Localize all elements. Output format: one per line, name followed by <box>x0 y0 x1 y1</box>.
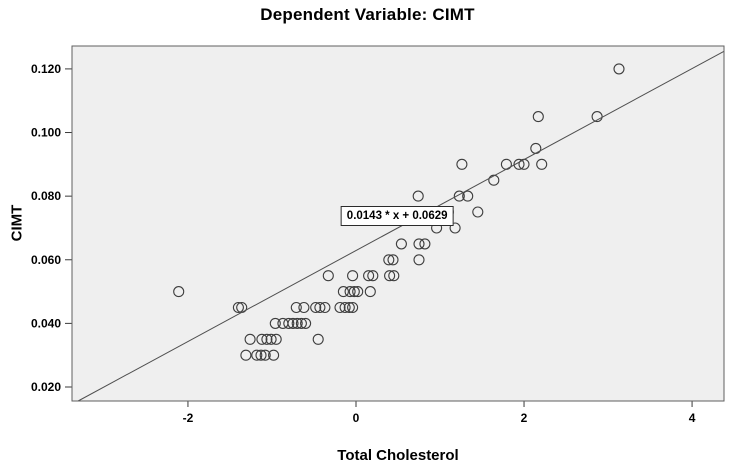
data-point <box>387 254 399 266</box>
data-point <box>339 301 351 314</box>
data-point <box>300 317 312 329</box>
data-point <box>283 317 295 329</box>
x-tick-label: 2 <box>521 411 528 425</box>
data-point <box>310 301 322 314</box>
data-point <box>295 317 307 329</box>
data-point <box>290 301 302 314</box>
data-point <box>462 190 474 202</box>
data-point <box>352 286 364 298</box>
data-point <box>363 270 375 282</box>
data-point <box>364 286 376 298</box>
y-tick-label: 0.020 <box>31 380 61 394</box>
data-point <box>255 349 267 361</box>
data-point <box>268 349 280 361</box>
data-point <box>347 270 359 282</box>
data-point <box>613 63 625 75</box>
data-point <box>536 158 548 170</box>
data-point <box>173 286 185 298</box>
data-point <box>513 158 525 170</box>
data-point <box>312 333 324 345</box>
data-point <box>256 333 268 345</box>
chart-title: Dependent Variable: CIMT <box>260 5 475 24</box>
regression-fit-line <box>77 50 725 402</box>
data-point <box>413 254 425 266</box>
data-point <box>240 349 252 361</box>
y-tick-label: 0.120 <box>31 62 61 76</box>
data-point <box>472 206 484 218</box>
data-point <box>259 349 271 361</box>
data-point <box>322 270 334 282</box>
data-point <box>388 270 400 282</box>
data-point <box>347 301 359 314</box>
data-point <box>337 286 349 298</box>
data-point <box>412 190 424 202</box>
x-axis-title: Total Cholesterol <box>337 447 459 464</box>
data-point <box>413 238 425 250</box>
data-point <box>265 333 277 345</box>
data-point <box>348 286 360 298</box>
data-point <box>367 270 379 282</box>
data-point <box>591 111 603 123</box>
data-point <box>449 222 461 234</box>
y-tick-label: 0.040 <box>31 316 61 330</box>
x-tick-label: 0 <box>353 411 360 425</box>
data-point <box>314 301 326 314</box>
data-point <box>298 301 310 314</box>
data-point <box>384 270 396 282</box>
data-point <box>344 286 356 298</box>
x-tick-label: 4 <box>689 411 696 425</box>
data-point <box>395 238 407 250</box>
data-point <box>453 190 465 202</box>
data-point <box>270 333 282 345</box>
data-point <box>251 349 263 361</box>
data-point <box>319 301 331 314</box>
y-tick-label: 0.100 <box>31 126 61 140</box>
data-point <box>488 174 500 186</box>
data-point <box>334 301 346 314</box>
data-point <box>383 254 395 266</box>
data-point <box>269 317 281 329</box>
data-point <box>244 333 256 345</box>
y-tick-label: 0.060 <box>31 253 61 267</box>
data-point <box>291 317 303 329</box>
data-point <box>343 301 355 314</box>
x-tick-label: -2 <box>183 411 194 425</box>
data-point <box>232 301 244 314</box>
data-point <box>287 317 299 329</box>
data-point <box>419 238 431 250</box>
plot-frame <box>71 45 725 402</box>
data-point <box>261 333 273 345</box>
data-point <box>456 158 468 170</box>
data-point <box>532 111 544 123</box>
regression-equation-label: 0.0143 * x + 0.0629 <box>340 205 454 226</box>
y-tick-label: 0.080 <box>31 189 61 203</box>
